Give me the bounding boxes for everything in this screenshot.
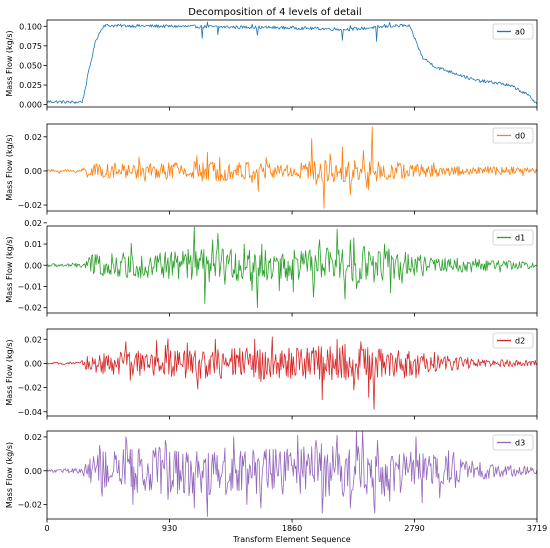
series-line-d3	[46, 430, 538, 517]
y-tick-label-d3: 0.02	[24, 433, 42, 442]
legend-box	[492, 434, 534, 451]
figure-title: Decomposition of 4 levels of detail	[188, 7, 361, 18]
x-axis-label: Transform Element Sequence	[232, 535, 351, 544]
series-line-d2	[46, 336, 538, 410]
x-tick-label: 0	[44, 524, 49, 533]
x-tick-label: 2790	[404, 524, 424, 533]
subplot-a0: 0.000 0.025 0.050 0.075 0.100 Mass Flow (kg/s…	[5, 19, 538, 111]
y-tick-label-d2: −0.04	[17, 408, 42, 417]
x-tick-label: 3719	[527, 524, 547, 533]
series-line-a0	[46, 21, 538, 105]
legend-label-d3: d3	[515, 439, 525, 448]
y-tick-label-d0: −0.02	[17, 201, 42, 210]
y-tick-label-d3: 0.00	[24, 467, 42, 476]
y-axis-label-a0: Mass Flow (kg/s)	[5, 30, 14, 96]
series-line-d0	[46, 126, 538, 209]
subplot-d2: −0.04 −0.02 0.00 0.02 Mass Flow (kg/s) d2	[5, 328, 538, 420]
y-axis-label-d2: Mass Flow (kg/s)	[5, 339, 14, 405]
legend-label-a0: a0	[515, 28, 525, 37]
y-axis-label-d0: Mass Flow (kg/s)	[5, 134, 14, 200]
y-axis-label-d3: Mass Flow (kg/s)	[5, 442, 14, 508]
legend-box	[492, 127, 534, 144]
y-tick-label-d1: −0.01	[17, 282, 42, 291]
subplot-d3: −0.02 0.00 0.02 0 930 1860 2790 3719 Mass Flow (…	[5, 430, 547, 533]
y-tick-label-d0: 0.00	[24, 167, 42, 176]
y-tick-label-a0: 0.000	[19, 101, 42, 110]
legend-d3: d3	[492, 434, 534, 451]
y-tick-label-a0: 0.100	[19, 22, 42, 31]
y-tick-label-d2: 0.00	[24, 359, 42, 368]
legend-a0: a0	[492, 23, 534, 40]
series-line-d1	[46, 226, 538, 309]
y-tick-label-d1: 0.01	[24, 240, 42, 249]
x-tick-label: 930	[162, 524, 177, 533]
legend-label-d2: d2	[515, 337, 525, 346]
y-tick-label-d1: 0.02	[24, 219, 42, 228]
y-tick-label-d2: 0.02	[24, 335, 42, 344]
y-tick-label-a0: 0.050	[19, 61, 42, 70]
legend-box	[492, 332, 534, 349]
subplot-d1: −0.02 −0.01 0.00 0.01 0.02 Mass Flow (kg/s) d1	[5, 219, 538, 317]
legend-label-d1: d1	[515, 234, 525, 243]
y-tick-label-d3: −0.02	[17, 501, 42, 510]
subplot-d0: −0.02 0.00 0.02 Mass Flow (kg/s) d0	[5, 123, 538, 215]
y-tick-label-d1: −0.02	[17, 304, 42, 313]
y-tick-label-d0: 0.02	[24, 133, 42, 142]
y-axis-label-d1: Mass Flow (kg/s)	[5, 236, 14, 302]
legend-label-d0: d0	[515, 132, 525, 141]
y-tick-label-d1: 0.00	[24, 261, 42, 270]
y-tick-label-a0: 0.075	[19, 42, 42, 51]
y-tick-label-d2: −0.02	[17, 384, 42, 393]
legend-d0: d0	[492, 127, 534, 144]
legend-d1: d1	[492, 229, 534, 246]
x-tick-label: 1860	[282, 524, 302, 533]
legend-box	[492, 23, 534, 40]
y-tick-label-a0: 0.025	[19, 81, 42, 90]
legend-d2: d2	[492, 332, 534, 349]
legend-box	[492, 229, 534, 246]
